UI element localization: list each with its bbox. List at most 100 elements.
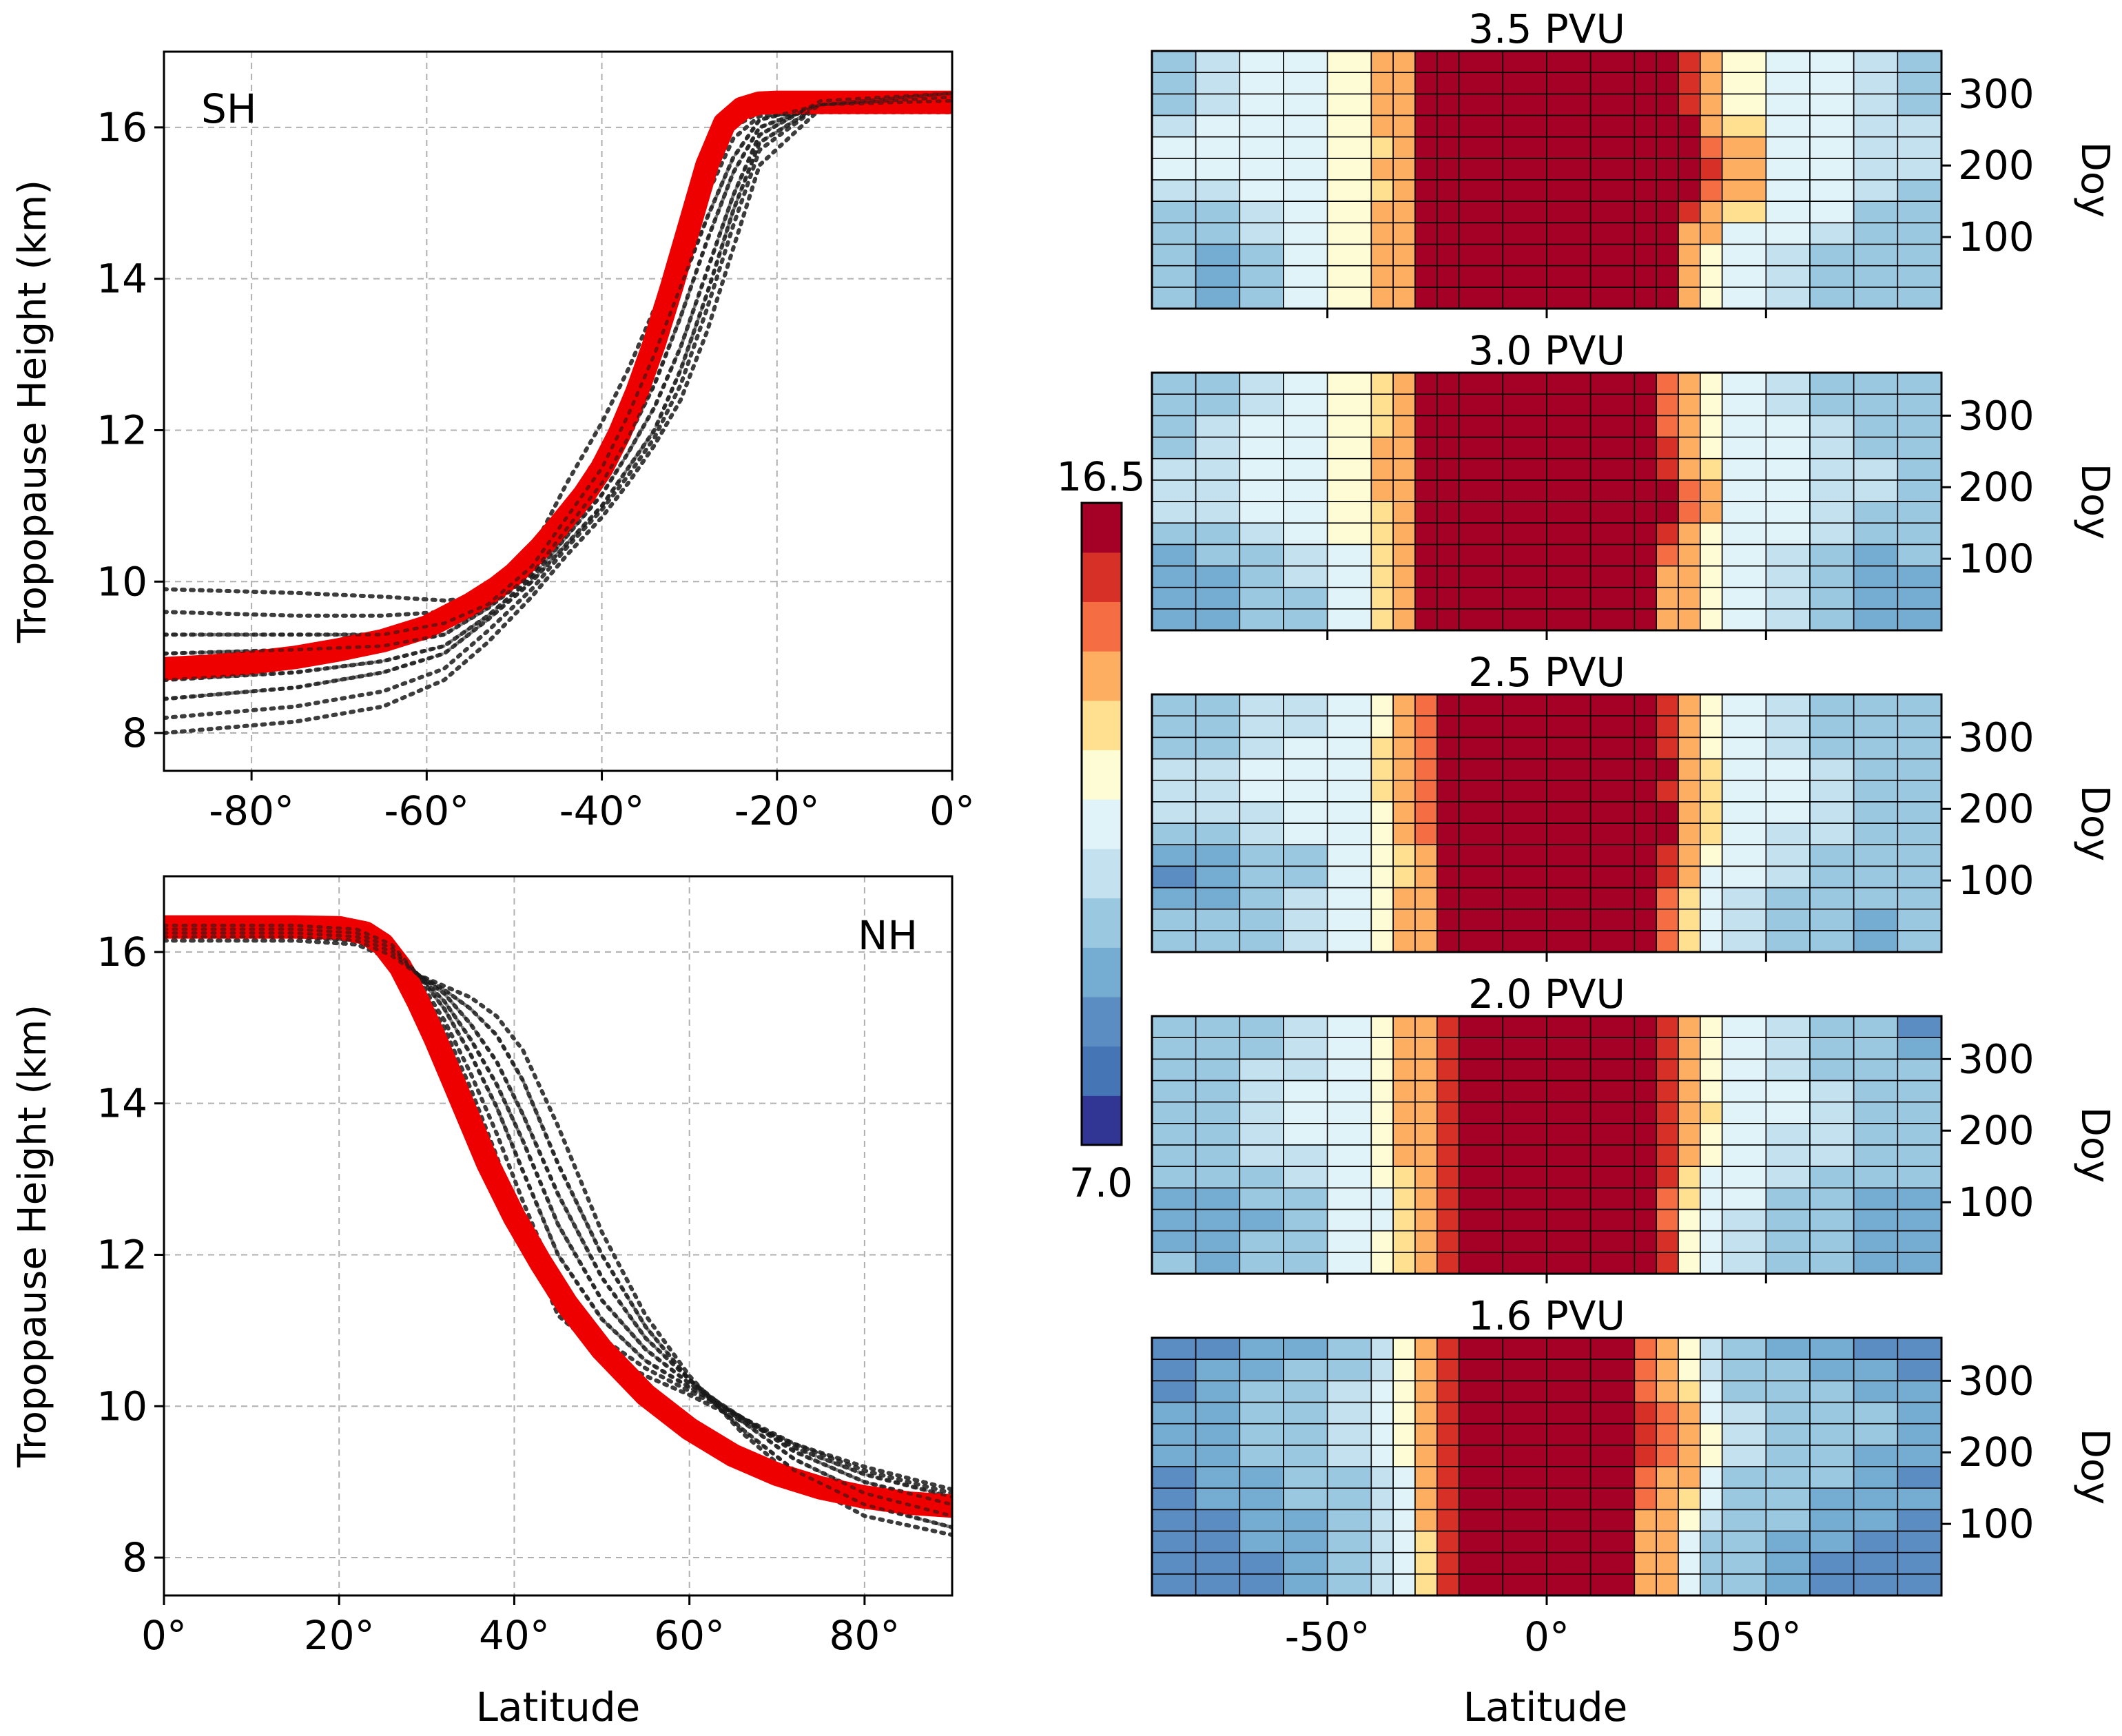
heatmap-cell [1700,801,1723,824]
heatmap-cell [1700,908,1723,931]
heatmap-cell [1502,393,1547,417]
heatmap-cell [1326,479,1372,502]
heatmap-cell [1436,1230,1460,1253]
heatmap-cell [1195,865,1241,889]
heatmap-cell [1370,1423,1394,1446]
heatmap-cell [1589,479,1636,502]
heatmap-cell [1458,200,1504,224]
sh-model-line [164,90,952,681]
heatmap-cell [1283,694,1328,716]
heatmap-cell [1700,608,1723,631]
heatmap-cell [1721,565,1767,588]
heatmap-cell [1239,844,1284,867]
heatmap-cell [1897,586,1942,610]
heatmap-cell [1326,1144,1372,1167]
heatmap-cell [1436,1166,1460,1189]
heatmap-cell [1765,93,1811,116]
heatmap-cell [1151,1101,1197,1124]
heatmap-cell [1853,586,1899,610]
heatmap-cell [1392,865,1416,889]
heatmap-cell [1195,436,1241,459]
heatmap-cell [1897,565,1942,588]
heatmap-cell [1458,1187,1504,1210]
heatmap-cell [1678,372,1701,395]
nh-y-tick-label: 8 [122,1534,147,1581]
heatmap-cell [1502,1530,1547,1553]
heatmap-cell [1634,715,1657,738]
heatmap-cell [1283,1079,1328,1103]
heatmap-cell [1283,436,1328,459]
heatmap-cell [1239,1230,1284,1253]
heatmap-cell [1656,457,1679,481]
heatmap-cell [1809,1230,1855,1253]
heatmap-cell [1392,1208,1416,1232]
heatmap-cell [1853,1252,1899,1274]
heatmap-cell [1765,1466,1811,1489]
heatmap-cell [1721,114,1767,138]
nh-sample-overlay-4 [164,935,952,1529]
sh-panel: -80° -60° -40° -20° 0° 8 10 12 14 16 SH Tropopaus… [10,50,975,834]
heatmap-x-tick-label: 0° [1524,1613,1569,1660]
heatmap-cell [1195,1573,1241,1596]
heatmap-cell [1458,1252,1504,1274]
heatmap-cell [1589,1509,1636,1532]
nh-plot-frame [163,875,954,1597]
heatmap-cell [1436,586,1460,610]
heatmap-cell [1634,136,1657,159]
heatmap-cell [1326,1401,1372,1425]
heatmap-cell [1414,736,1438,760]
heatmap-cell [1546,1166,1592,1189]
heatmap-cell [1458,287,1504,309]
heatmap-cell [1656,372,1679,395]
heatmap-panel-2: 3.0 PVU 100 200 300 Doy [1151,327,2117,640]
heatmap-cell [1370,1123,1394,1146]
heatmap-cell [1392,265,1416,288]
heatmap-cell [1700,1445,1723,1467]
heatmap-cell [1765,1230,1811,1253]
heatmap-cell [1678,1208,1701,1232]
heatmap-cell [1370,565,1394,588]
heatmap-cell [1502,243,1547,267]
heatmap-cell [1239,1252,1284,1274]
heatmap-cell [1239,522,1284,546]
nh-model-curve [164,915,952,1529]
heatmap-cell [1765,393,1811,417]
heatmap-cell [1656,1466,1679,1489]
heatmap-cell [1436,136,1460,159]
heatmap-cell [1853,1445,1899,1467]
heatmap-cell [1151,865,1197,889]
heatmap-cell [1809,1530,1855,1553]
heatmap-cell [1765,114,1811,138]
heatmap-cell [1458,114,1504,138]
heatmap-cell [1502,1487,1547,1511]
heatmap-cell [1195,715,1241,738]
heatmap-cell [1634,50,1657,73]
heatmap-cell [1502,544,1547,567]
heatmap-cell [1656,522,1679,546]
heatmap-cell [1283,1358,1328,1382]
heatmap-cell [1392,501,1416,524]
heatmap-cell [1809,544,1855,567]
heatmap-cell [1721,887,1767,910]
heatmap-cell [1700,393,1723,417]
heatmap-cell [1326,1380,1372,1403]
heatmap-cell [1809,1208,1855,1232]
heatmap-cell [1392,1401,1416,1425]
sh-x-tick-label: -40° [559,787,645,834]
heatmap-cell [1414,586,1438,610]
heatmap-cell [1678,565,1701,588]
heatmap-cell [1765,1551,1811,1575]
heatmap-cell [1326,522,1372,546]
heatmap-cell [1656,1551,1679,1575]
heatmap-cell [1458,1208,1504,1232]
sh-plot-frame [163,50,954,772]
sh-sample-curve-8 [164,94,952,736]
heatmap-cell [1370,544,1394,567]
heatmap-cell [1634,179,1657,202]
sh-y-axis-label: Tropopause Height (km) [10,180,55,643]
heatmap-cell [1897,436,1942,459]
heatmap-cell [1458,136,1504,159]
heatmap-cell [1656,1358,1679,1382]
heatmap-cell [1634,565,1657,588]
heatmap-cell [1853,1509,1899,1532]
